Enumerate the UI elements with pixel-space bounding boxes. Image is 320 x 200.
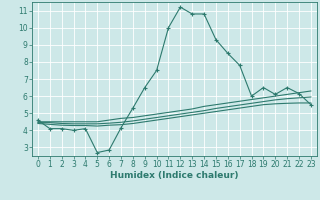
X-axis label: Humidex (Indice chaleur): Humidex (Indice chaleur) bbox=[110, 171, 239, 180]
